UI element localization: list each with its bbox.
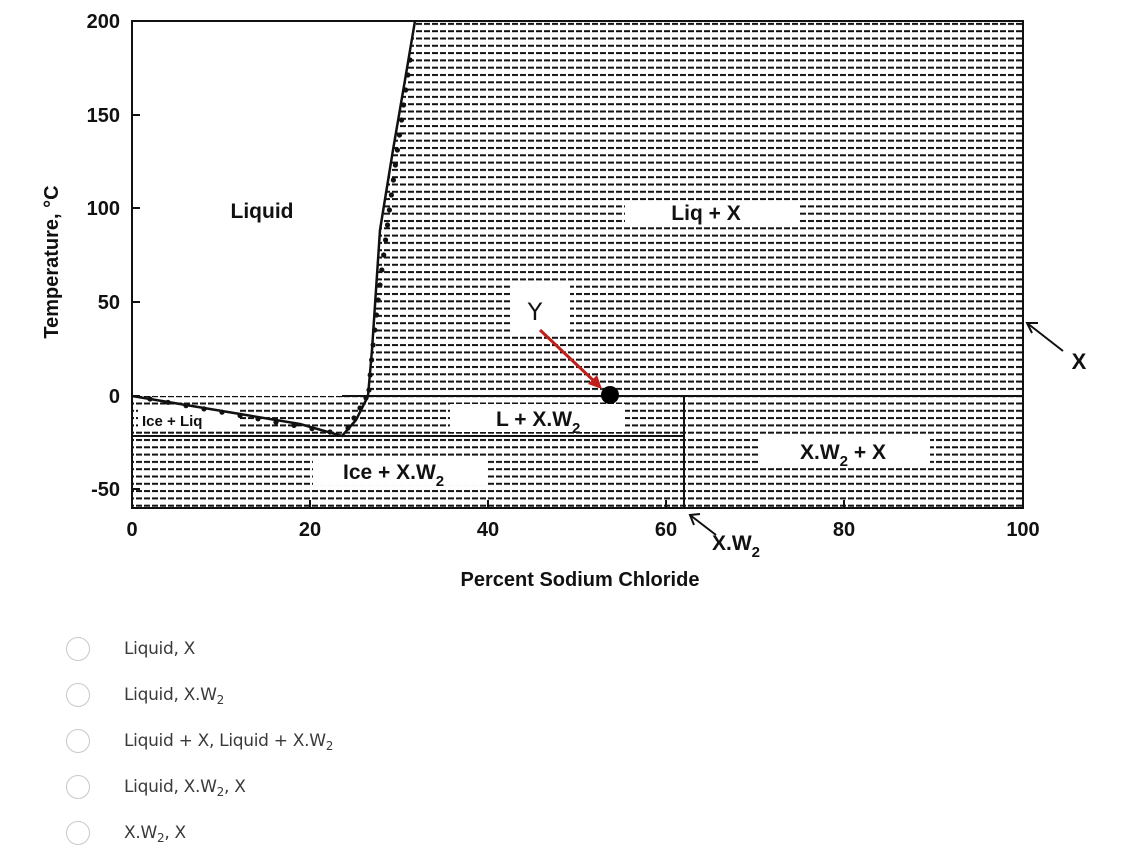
curve-data-point xyxy=(363,395,369,401)
phase-diagram: 200 150 100 50 0 -50 0 20 40 60 80 100 P… xyxy=(41,11,1087,591)
radio-button[interactable] xyxy=(66,683,90,707)
curve-data-point xyxy=(147,396,153,402)
y-tick-label: 200 xyxy=(87,11,120,33)
curve-data-point xyxy=(384,222,391,228)
callout-label-x: X xyxy=(1072,349,1087,374)
curve-data-point xyxy=(377,282,383,288)
answer-option-label: X.W2, X xyxy=(124,823,186,845)
y-tick-labels: 200 150 100 50 0 -50 xyxy=(87,11,120,501)
curve-data-point xyxy=(396,132,403,138)
y-tick-label: 100 xyxy=(87,198,120,220)
callout-xw2-arrow xyxy=(688,513,717,536)
curve-data-point xyxy=(375,297,381,303)
x-tick-label: 100 xyxy=(1006,519,1039,541)
curve-data-point xyxy=(394,147,400,153)
curve-data-point xyxy=(386,207,392,213)
curve-data-point xyxy=(392,162,398,168)
plot-frame xyxy=(131,20,1024,509)
answer-option-label: Liquid + X, Liquid + X.W2 xyxy=(124,731,334,753)
region-label-ice-liq: Ice + Liq xyxy=(142,413,202,430)
y-tick-label: 50 xyxy=(98,292,120,314)
axis-ticks xyxy=(132,20,845,508)
x-tick-labels: 0 20 40 60 80 100 xyxy=(126,519,1039,541)
answer-option-label: Liquid, X.W2, X xyxy=(124,777,246,799)
x-tick-label: 40 xyxy=(477,519,499,541)
y-axis-title: Temperature, °C xyxy=(41,185,63,338)
curve-data-point xyxy=(366,387,372,393)
curve-data-point xyxy=(367,372,373,378)
red-arrow xyxy=(538,328,602,389)
region-label-liq-x: Liq + X xyxy=(671,202,740,225)
curve-data-point xyxy=(237,412,243,419)
curve-data-point xyxy=(405,72,411,78)
label-boxes xyxy=(138,201,930,485)
x-tick-label: 60 xyxy=(655,519,677,541)
y-tick-label: 0 xyxy=(109,386,120,408)
answer-option[interactable]: Liquid + X, Liquid + X.W2 xyxy=(66,718,666,764)
x-tick-label: 0 xyxy=(126,519,137,541)
curve-data-point xyxy=(381,252,387,258)
y-tick-label: -50 xyxy=(91,479,120,501)
answer-options: Liquid, X Liquid, X.W2 Liquid + X, Liqui… xyxy=(66,626,666,856)
callout-x-arrow xyxy=(1025,322,1064,352)
curve-data-point xyxy=(372,327,378,333)
radio-button[interactable] xyxy=(66,637,90,661)
region-labels: Liquid Liq + X Ice + Liq L + X.W2 Ice + … xyxy=(142,200,886,490)
curve-data-point xyxy=(165,399,171,405)
curve-data-points xyxy=(147,57,413,435)
curve-data-point xyxy=(273,419,279,425)
curve-data-point xyxy=(399,117,405,123)
region-label-liquid: Liquid xyxy=(231,200,294,223)
answer-option[interactable]: Liquid, X.W2, X xyxy=(66,764,666,810)
curve-data-point xyxy=(369,357,375,363)
curve-data-point xyxy=(388,192,394,198)
answer-option-label: Liquid, X.W2 xyxy=(124,685,224,707)
curve-data-point xyxy=(351,415,357,421)
point-y-marker xyxy=(601,386,619,404)
curve-data-point xyxy=(383,237,389,243)
curve-data-point xyxy=(255,416,261,422)
curve-data-point xyxy=(370,342,376,348)
curve-data-point xyxy=(327,429,333,435)
radio-button[interactable] xyxy=(66,821,90,845)
radio-button[interactable] xyxy=(66,729,90,753)
x-tick-label: 20 xyxy=(299,519,321,541)
answer-option[interactable]: Liquid, X.W2 xyxy=(66,672,666,718)
x-axis-title: Percent Sodium Chloride xyxy=(461,569,700,591)
answer-option[interactable]: Liquid, X xyxy=(66,626,666,672)
curve-data-point xyxy=(183,403,189,409)
radio-button[interactable] xyxy=(66,775,90,799)
y-tick-label: 150 xyxy=(87,105,120,127)
callout-label-xw2: X.W2 xyxy=(712,532,760,561)
curve-data-point xyxy=(345,425,351,431)
curve-data-point xyxy=(379,267,385,273)
region-label-l-xw2: L + X.W2 xyxy=(496,408,580,437)
curve-data-point xyxy=(401,102,407,108)
answer-option[interactable]: X.W2, X xyxy=(66,810,666,856)
curve-data-point xyxy=(219,409,225,415)
x-tick-label: 80 xyxy=(833,519,855,541)
curve-data-point xyxy=(309,426,315,432)
curve-data-point xyxy=(390,177,396,183)
region-label-ice-xw2: Ice + X.W2 xyxy=(343,461,444,490)
answer-option-label: Liquid, X xyxy=(124,639,196,659)
curve-data-point xyxy=(291,422,297,428)
curve-data-point xyxy=(201,406,207,412)
curve-data-point xyxy=(357,405,363,411)
callout-label-y: Y xyxy=(527,298,543,326)
region-label-xw2-x: X.W2 + X xyxy=(800,441,886,470)
curve-data-point xyxy=(373,312,380,318)
curve-data-point xyxy=(407,57,413,63)
curve-data-point xyxy=(403,87,409,93)
